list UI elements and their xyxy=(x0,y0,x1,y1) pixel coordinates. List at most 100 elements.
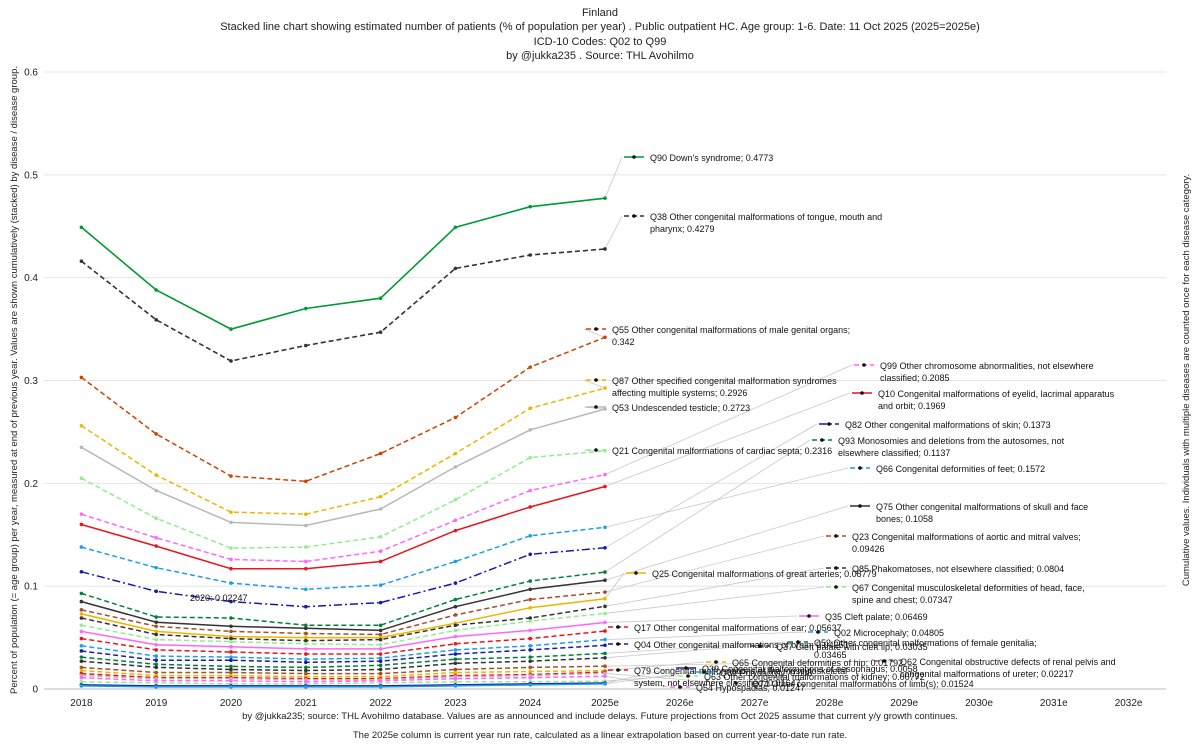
series-point xyxy=(154,658,158,663)
series-point xyxy=(453,597,458,602)
series-point xyxy=(79,512,84,516)
legend-dot xyxy=(632,155,636,159)
y-tick-label: 0.4 xyxy=(24,273,38,284)
series-point xyxy=(603,386,607,390)
annotation-2020: 2020: 0.02247 xyxy=(190,593,248,603)
series-line xyxy=(80,387,606,515)
series-point xyxy=(79,649,84,653)
legend-dot xyxy=(594,327,598,331)
series-line xyxy=(80,248,606,362)
series-point xyxy=(453,670,458,675)
x-tick-label: 2029e xyxy=(890,698,918,709)
series-point xyxy=(304,545,308,549)
series-label: Q85 Phakomatoses, not elsewhere classifi… xyxy=(852,564,1064,574)
series-label: Q62 Congenital obstructive defects of re… xyxy=(900,657,1116,679)
legend-dot xyxy=(686,674,690,678)
series-point xyxy=(304,343,308,348)
series-point xyxy=(304,638,308,643)
series-point xyxy=(453,266,458,271)
series-line xyxy=(81,630,606,655)
series-point xyxy=(603,407,607,411)
leader-line xyxy=(604,392,851,487)
legend-dot xyxy=(758,644,762,648)
series-label: Q54 Hypospadias; 0.01247 xyxy=(696,683,805,693)
series-point xyxy=(154,473,158,477)
series-line xyxy=(81,682,606,687)
series-point xyxy=(603,620,607,625)
series-point xyxy=(378,632,383,637)
series-label: Q55 Other congenital malformations of ma… xyxy=(612,325,850,347)
series-point xyxy=(154,536,158,540)
series-point xyxy=(154,544,158,548)
series-point xyxy=(154,642,158,647)
series-point xyxy=(528,505,532,509)
leader-line xyxy=(604,671,693,685)
series-point xyxy=(378,642,383,647)
series-label: Q93 Monosomies and deletions from the au… xyxy=(838,436,1065,458)
series-point xyxy=(603,637,607,642)
series-point xyxy=(603,655,607,660)
series-label: Q35 Cleft palate; 0.06469 xyxy=(825,612,928,622)
series-point xyxy=(528,655,532,659)
series-point xyxy=(79,668,84,673)
series-point xyxy=(304,635,308,640)
series-point xyxy=(79,629,84,634)
series-point xyxy=(79,423,84,428)
series-point xyxy=(528,587,532,592)
series-point xyxy=(453,415,458,420)
series-point xyxy=(453,667,458,672)
x-tick-label: 2026e xyxy=(666,698,694,709)
series-point xyxy=(378,667,383,672)
series-point xyxy=(79,225,84,230)
series-point xyxy=(528,428,532,432)
series-point xyxy=(304,685,308,689)
legend-dot xyxy=(882,659,886,663)
series-line xyxy=(81,591,606,636)
x-tick-label: 2028e xyxy=(815,698,843,709)
leader-line xyxy=(604,156,623,199)
series-point xyxy=(528,683,532,687)
series-point xyxy=(453,613,458,617)
series-point xyxy=(304,306,308,311)
series-label: Q02 Microcephaly; 0.04805 xyxy=(834,628,944,638)
series-line xyxy=(81,605,606,642)
x-tick-label: 2030e xyxy=(965,698,993,709)
series-point xyxy=(304,660,308,665)
series-label: Q79 Congenital malformations of the musc… xyxy=(634,666,847,688)
series-lines xyxy=(79,196,607,689)
leader-line xyxy=(604,641,787,654)
series-point xyxy=(378,671,383,676)
series-label: Q99 Other chromosome abnormalities, not … xyxy=(880,361,1094,383)
series-label: Q67 Congenital musculoskeletal deformiti… xyxy=(852,583,1085,605)
series-point xyxy=(603,335,607,340)
series-point xyxy=(528,552,532,557)
series-point xyxy=(378,494,383,499)
series-label: Q65 Congenital deformities of hip; 0.017… xyxy=(732,658,903,668)
series-point xyxy=(79,476,84,480)
legend-dot xyxy=(820,438,824,442)
series-point xyxy=(229,599,233,604)
series-point xyxy=(154,670,158,675)
leader-line xyxy=(604,667,675,684)
series-point xyxy=(154,488,158,493)
legend-dot xyxy=(834,585,838,589)
series-point xyxy=(79,545,84,549)
series-point xyxy=(528,455,532,460)
series-line xyxy=(81,612,606,646)
legend-dot xyxy=(834,566,838,570)
series-point xyxy=(304,647,308,651)
series-point xyxy=(453,225,458,230)
leader-line xyxy=(604,535,825,593)
x-tick-label: 2021 xyxy=(295,698,318,709)
series-point xyxy=(453,497,458,502)
series-point xyxy=(229,667,233,672)
leader-line xyxy=(604,586,825,614)
series-point xyxy=(378,647,383,651)
series-point xyxy=(79,675,84,680)
legend-dot xyxy=(616,625,620,629)
series-point xyxy=(603,570,607,574)
series-point xyxy=(378,623,383,628)
series-point xyxy=(304,587,308,592)
series-point xyxy=(603,472,607,477)
